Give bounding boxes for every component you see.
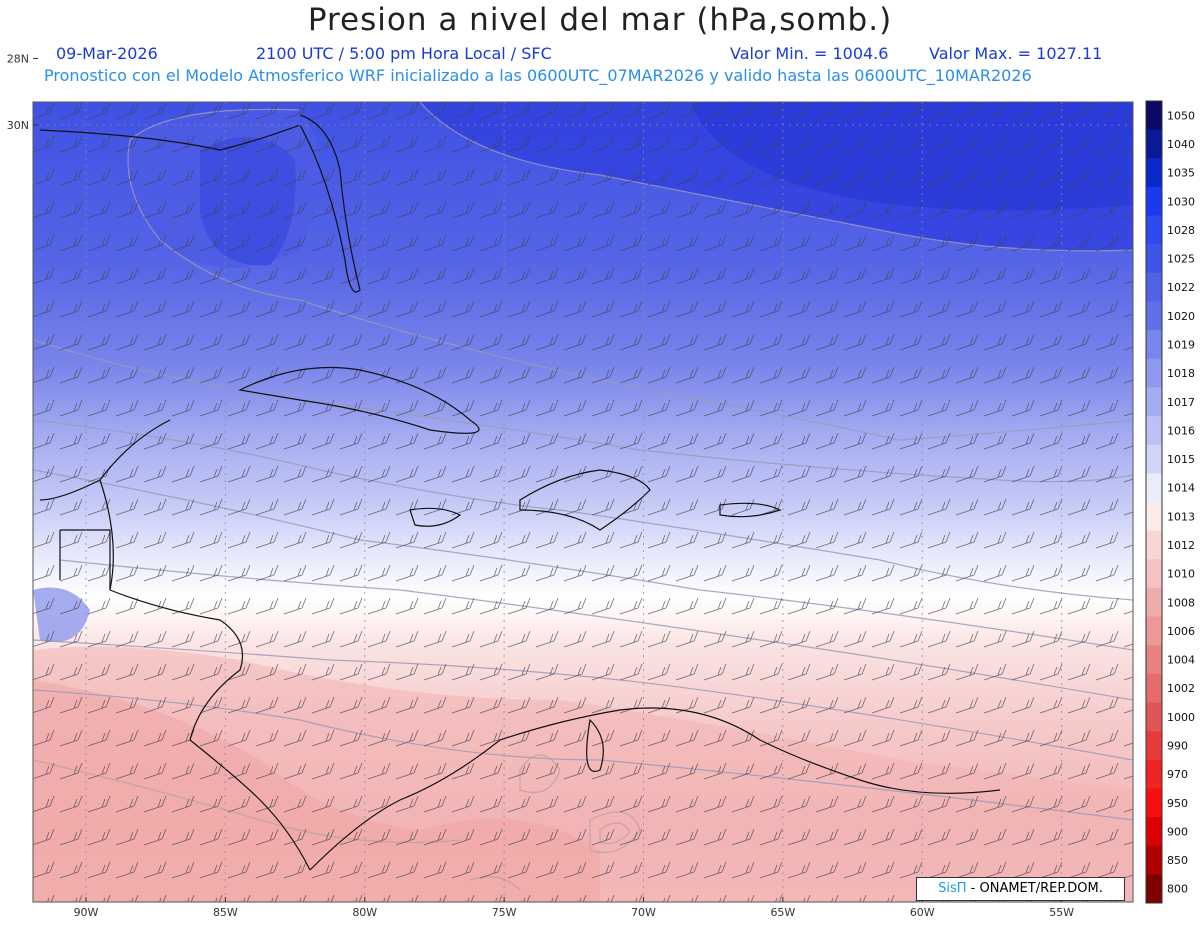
max-value: Valor Max. = 1027.11: [929, 44, 1103, 63]
colorbar-swatch: [1146, 502, 1162, 532]
colorbar-swatch: [1146, 387, 1162, 417]
colorbar-label: 1014: [1167, 482, 1195, 495]
colorbar-swatch: [1146, 358, 1162, 388]
colorbar-label: 1040: [1167, 138, 1195, 151]
colorbar: 1050 1040 1035 1030 1028 1025 1022 1020 1019 1018…: [1145, 100, 1195, 904]
colorbar-frame: [1145, 100, 1163, 904]
sispi-logo: SisΠ: [938, 881, 967, 896]
colorbar-label: 1010: [1167, 568, 1195, 581]
colorbar-label: 1028: [1167, 224, 1195, 237]
lon-label: 85W: [213, 906, 238, 919]
colorbar-label: 1004: [1167, 654, 1195, 667]
colorbar-label: 1035: [1167, 167, 1195, 180]
colorbar-swatch: [1146, 416, 1162, 446]
colorbar-label: 1030: [1167, 195, 1195, 208]
colorbar-label: 1015: [1167, 453, 1195, 466]
lon-label: 65W: [770, 906, 795, 919]
min-value: Valor Min. = 1004.6: [730, 44, 889, 63]
colorbar-label: 1019: [1167, 338, 1195, 351]
colorbar-swatch: [1146, 616, 1162, 646]
colorbar-swatch: [1146, 158, 1162, 188]
model-description: Pronostico con el Modelo Atmosferico WRF…: [44, 66, 1032, 85]
colorbar-label: 1008: [1167, 596, 1195, 609]
colorbar-swatch: [1146, 702, 1162, 732]
lon-label: 60W: [910, 906, 935, 919]
pressure-field: [33, 102, 1133, 902]
colorbar-label: 900: [1167, 825, 1188, 838]
colorbar-swatch: [1146, 244, 1162, 274]
colorbar-swatch: [1146, 874, 1162, 904]
colorbar-swatch: [1146, 186, 1162, 217]
colorbar-swatch: [1146, 530, 1162, 560]
longitude-labels: 90W 85W 80W 75W 70W 65W 60W 55W: [74, 897, 1074, 919]
colorbar-swatch: [1146, 215, 1162, 245]
lat-label: 30N: [7, 119, 29, 132]
colorbar-swatch: [1146, 101, 1162, 131]
colorbar-swatch: [1146, 731, 1162, 761]
colorbar-swatch: [1146, 587, 1162, 618]
colorbar-swatch: [1146, 673, 1162, 703]
lon-label: 75W: [492, 906, 517, 919]
lon-label: 70W: [631, 906, 656, 919]
colorbar-label: 800: [1167, 883, 1188, 896]
colorbar-swatch: [1146, 817, 1162, 847]
colorbar-swatch: [1146, 645, 1162, 675]
colorbar-swatch: [1146, 473, 1162, 503]
colorbar-label: 1025: [1167, 253, 1195, 266]
colorbar-swatch: [1146, 301, 1162, 331]
lon-label: 55W: [1049, 906, 1074, 919]
colorbar-label: 990: [1167, 739, 1188, 752]
colorbar-swatch: [1146, 272, 1162, 302]
colorbar-label: 950: [1167, 797, 1188, 810]
colorbar-swatch: [1146, 129, 1162, 159]
lat-label: 28N: [7, 52, 29, 65]
colorbar-label: 1000: [1167, 711, 1195, 724]
colorbar-label: 1012: [1167, 539, 1195, 552]
colorbar-label: 1013: [1167, 510, 1195, 523]
colorbar-label: 1002: [1167, 682, 1195, 695]
latitude-labels: 30N28N26N24N22N20N18N16N14N12N10N8N: [7, 52, 38, 132]
colorbar-label: 970: [1167, 768, 1188, 781]
map-title: Presion a nivel del mar (hPa,somb.): [307, 2, 893, 38]
colorbar-swatch: [1146, 759, 1162, 789]
colorbar-label: 1020: [1167, 310, 1195, 323]
colorbar-swatch: [1146, 330, 1162, 360]
colorbar-swatch: [1146, 845, 1162, 875]
colorbar-label: 1018: [1167, 367, 1195, 380]
credit-box: SisΠ - ONAMET/REP.DOM.: [916, 877, 1125, 901]
colorbar-label: 850: [1167, 854, 1188, 867]
forecast-date: 09-Mar-2026: [56, 44, 158, 63]
forecast-time: 2100 UTC / 5:00 pm Hora Local / SFC: [256, 44, 552, 63]
colorbar-swatch: [1146, 559, 1162, 589]
colorbar-swatch: [1146, 444, 1162, 474]
colorbar-label: 1017: [1167, 396, 1195, 409]
lon-label: 90W: [74, 906, 99, 919]
lon-label: 80W: [352, 906, 377, 919]
colorbar-label: 1022: [1167, 281, 1195, 294]
plot-frame: [32, 101, 1134, 903]
colorbar-label: 1050: [1167, 109, 1195, 122]
colorbar-label: 1006: [1167, 625, 1195, 638]
colorbar-label: 1016: [1167, 424, 1195, 437]
credit-text: - ONAMET/REP.DOM.: [966, 881, 1103, 896]
colorbar-swatch: [1146, 788, 1162, 818]
